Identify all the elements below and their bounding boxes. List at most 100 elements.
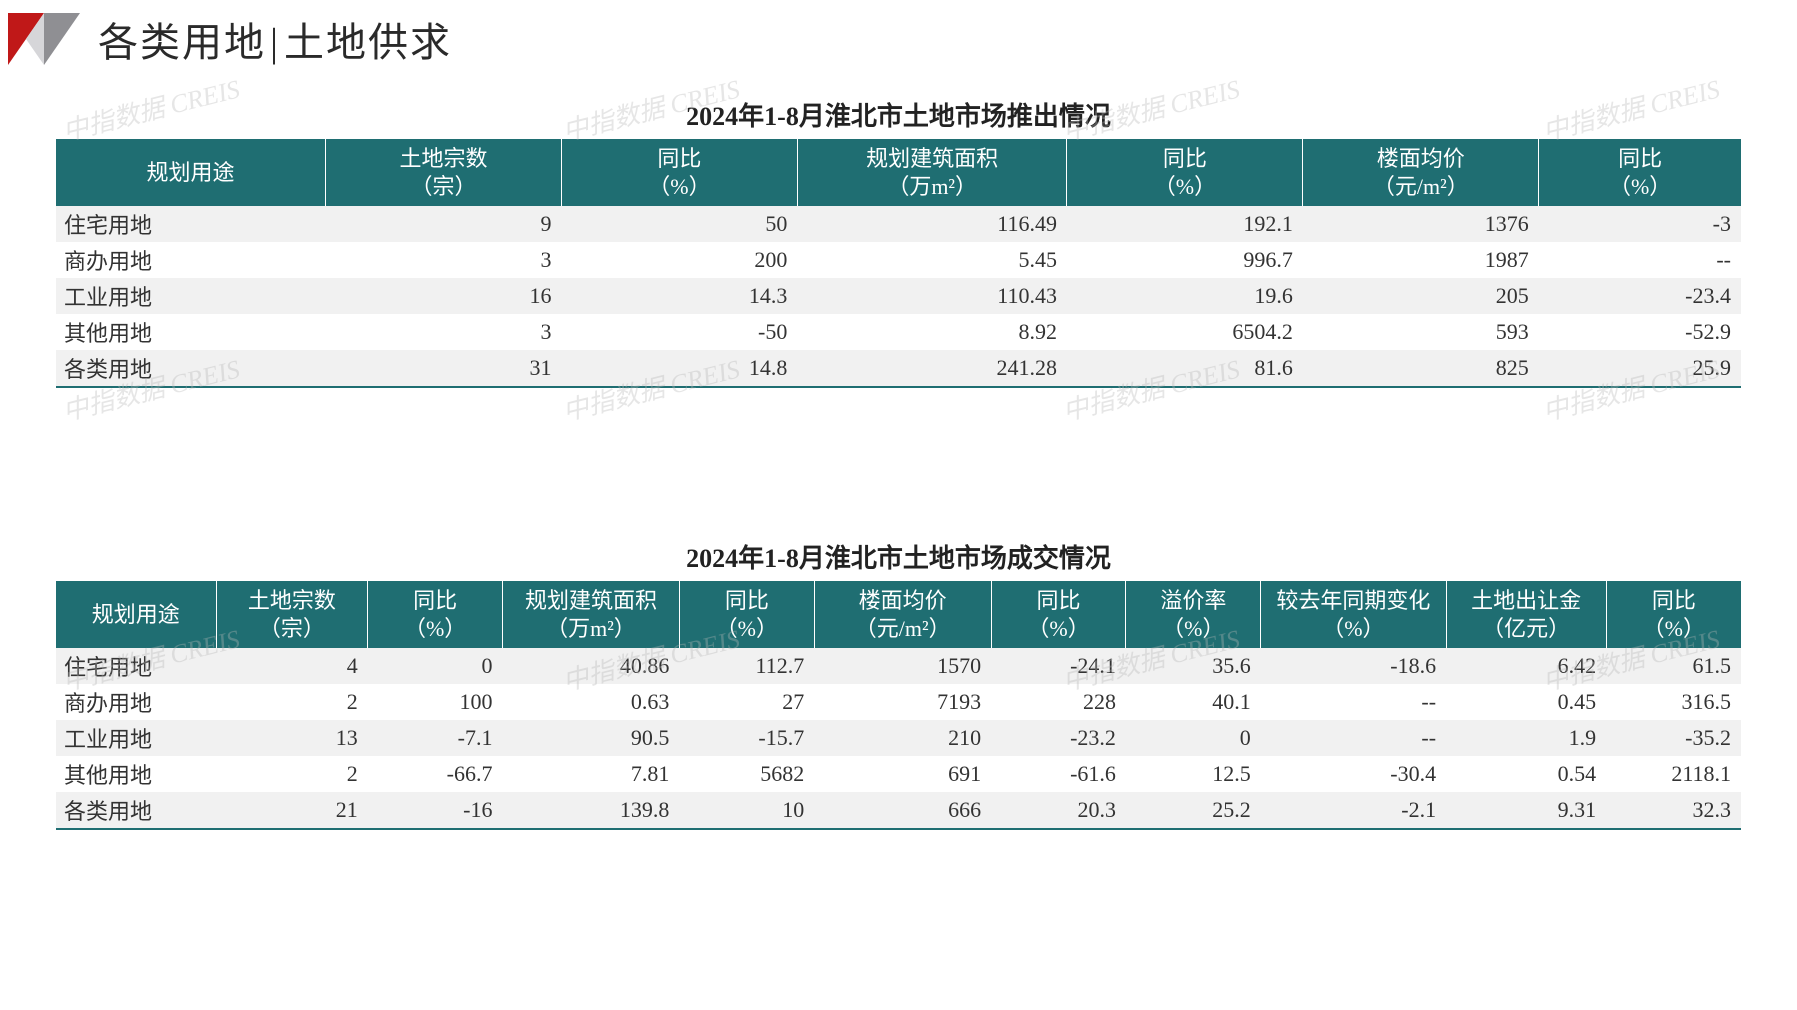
row-value: 5682 — [679, 756, 814, 792]
row-label: 工业用地 — [56, 720, 216, 756]
row-value: 1570 — [814, 648, 991, 684]
page-header: 各类用地|土地供求 — [0, 0, 1797, 78]
supply-table: 规划用途土地宗数 （宗）同比 （%）规划建筑面积 （万m²）同比 （%）楼面均价… — [56, 139, 1741, 388]
row-value: 20.3 — [991, 792, 1126, 829]
logo-wedge-icon — [8, 13, 80, 65]
row-label: 其他用地 — [56, 756, 216, 792]
row-label: 住宅用地 — [56, 648, 216, 684]
table-row: 其他用地2-66.77.815682691-61.612.5-30.40.542… — [56, 756, 1741, 792]
row-value: 16 — [326, 278, 562, 314]
row-value: -23.2 — [991, 720, 1126, 756]
row-value: 0.54 — [1446, 756, 1606, 792]
table-row: 其他用地3-508.926504.2593-52.9 — [56, 314, 1741, 350]
row-value: -- — [1261, 684, 1446, 720]
row-value: -3 — [1539, 206, 1741, 242]
row-value: -16 — [368, 792, 503, 829]
column-header: 土地出让金 （亿元） — [1446, 581, 1606, 648]
row-value: 27 — [679, 684, 814, 720]
row-value: 10 — [679, 792, 814, 829]
table-row: 住宅用地4040.86112.71570-24.135.6-18.66.4261… — [56, 648, 1741, 684]
row-value: -23.4 — [1539, 278, 1741, 314]
row-value: 7193 — [814, 684, 991, 720]
row-value: 205 — [1303, 278, 1539, 314]
row-value: 825 — [1303, 350, 1539, 387]
row-value: 40.86 — [503, 648, 680, 684]
row-value: -15.7 — [679, 720, 814, 756]
column-header: 规划用途 — [56, 139, 326, 206]
row-label: 商办用地 — [56, 242, 326, 278]
row-value: 1.9 — [1446, 720, 1606, 756]
table-row: 商办用地32005.45996.71987-- — [56, 242, 1741, 278]
row-value: 100 — [368, 684, 503, 720]
row-value: 2 — [216, 756, 368, 792]
row-value: 50 — [561, 206, 797, 242]
table-row: 住宅用地950116.49192.11376-3 — [56, 206, 1741, 242]
row-value: -2.1 — [1261, 792, 1446, 829]
table-row: 商办用地21000.6327719322840.1--0.45316.5 — [56, 684, 1741, 720]
row-value: -35.2 — [1606, 720, 1741, 756]
row-label: 各类用地 — [56, 350, 326, 387]
row-value: 139.8 — [503, 792, 680, 829]
column-header: 较去年同期变化 （%） — [1261, 581, 1446, 648]
row-value: 210 — [814, 720, 991, 756]
row-value: 6504.2 — [1067, 314, 1303, 350]
column-header: 同比 （%） — [561, 139, 797, 206]
page-root: 中指数据 CREIS 中指数据 CREIS 中指数据 CREIS 中指数据 CR… — [0, 0, 1797, 1010]
row-value: -18.6 — [1261, 648, 1446, 684]
row-value: 200 — [561, 242, 797, 278]
row-value: 6.42 — [1446, 648, 1606, 684]
transaction-table-caption: 2024年1-8月淮北市土地市场成交情况 — [56, 538, 1741, 575]
column-header: 同比 （%） — [1067, 139, 1303, 206]
row-value: 666 — [814, 792, 991, 829]
column-header: 土地宗数 （宗） — [216, 581, 368, 648]
table-row: 工业用地1614.3110.4319.6205-23.4 — [56, 278, 1741, 314]
row-value: 9.31 — [1446, 792, 1606, 829]
row-value: 110.43 — [797, 278, 1067, 314]
column-header: 土地宗数 （宗） — [326, 139, 562, 206]
title-separator: | — [266, 20, 284, 65]
row-value: 593 — [1303, 314, 1539, 350]
table-header-row: 规划用途土地宗数 （宗）同比 （%）规划建筑面积 （万m²）同比 （%）楼面均价… — [56, 581, 1741, 648]
row-value: 13 — [216, 720, 368, 756]
row-label: 工业用地 — [56, 278, 326, 314]
row-value: 0 — [368, 648, 503, 684]
row-label: 其他用地 — [56, 314, 326, 350]
row-value: 9 — [326, 206, 562, 242]
row-value: -30.4 — [1261, 756, 1446, 792]
row-value: 996.7 — [1067, 242, 1303, 278]
row-value: -61.6 — [991, 756, 1126, 792]
row-value: 3 — [326, 314, 562, 350]
transaction-table-block: 2024年1-8月淮北市土地市场成交情况 规划用途土地宗数 （宗）同比 （%）规… — [56, 538, 1741, 830]
row-value: 116.49 — [797, 206, 1067, 242]
column-header: 规划建筑面积 （万m²） — [503, 581, 680, 648]
row-value: 25.9 — [1539, 350, 1741, 387]
row-value: -7.1 — [368, 720, 503, 756]
column-header: 同比 （%） — [1606, 581, 1741, 648]
row-value: -66.7 — [368, 756, 503, 792]
row-value: 12.5 — [1126, 756, 1261, 792]
column-header: 同比 （%） — [679, 581, 814, 648]
row-value: 192.1 — [1067, 206, 1303, 242]
row-value: 61.5 — [1606, 648, 1741, 684]
row-value: 14.8 — [561, 350, 797, 387]
column-header: 同比 （%） — [1539, 139, 1741, 206]
supply-table-block: 2024年1-8月淮北市土地市场推出情况 规划用途土地宗数 （宗）同比 （%）规… — [56, 96, 1741, 388]
column-header: 楼面均价 （元/m²） — [1303, 139, 1539, 206]
row-value: 14.3 — [561, 278, 797, 314]
row-value: 4 — [216, 648, 368, 684]
row-value: 228 — [991, 684, 1126, 720]
row-value: 8.92 — [797, 314, 1067, 350]
row-value: 2 — [216, 684, 368, 720]
row-value: 31 — [326, 350, 562, 387]
row-value: 81.6 — [1067, 350, 1303, 387]
table-header-row: 规划用途土地宗数 （宗）同比 （%）规划建筑面积 （万m²）同比 （%）楼面均价… — [56, 139, 1741, 206]
row-value: 316.5 — [1606, 684, 1741, 720]
row-value: 90.5 — [503, 720, 680, 756]
column-header: 规划用途 — [56, 581, 216, 648]
row-value: -- — [1261, 720, 1446, 756]
title-left: 各类用地 — [98, 20, 266, 65]
row-value: -52.9 — [1539, 314, 1741, 350]
row-value: 32.3 — [1606, 792, 1741, 829]
row-value: 1987 — [1303, 242, 1539, 278]
row-value: 19.6 — [1067, 278, 1303, 314]
